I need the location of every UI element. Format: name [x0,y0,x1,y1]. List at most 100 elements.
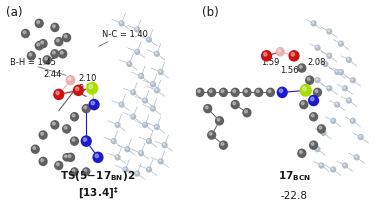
Circle shape [159,71,161,73]
Circle shape [56,92,59,95]
Circle shape [291,53,294,57]
Circle shape [243,109,251,117]
Circle shape [309,96,318,106]
Circle shape [124,168,126,170]
Text: $\bf{[13.4]^{\ddagger}}$: $\bf{[13.4]^{\ddagger}}$ [78,185,118,200]
Circle shape [139,74,143,79]
Circle shape [315,90,318,93]
Circle shape [198,90,200,93]
Circle shape [67,154,74,162]
Circle shape [316,148,318,150]
Circle shape [131,90,136,95]
Circle shape [23,32,26,35]
Circle shape [51,50,59,59]
Circle shape [147,39,149,41]
Circle shape [245,90,247,93]
Circle shape [310,141,318,149]
Circle shape [56,40,59,43]
Circle shape [299,66,302,69]
Circle shape [135,28,140,33]
Text: -22.8: -22.8 [281,190,307,200]
Circle shape [216,117,223,125]
Circle shape [243,89,251,97]
Circle shape [83,138,90,145]
Circle shape [27,53,35,61]
Circle shape [335,103,339,107]
Circle shape [268,90,271,93]
Circle shape [116,124,118,125]
Circle shape [59,50,67,59]
Circle shape [310,98,314,101]
Circle shape [158,159,163,164]
Circle shape [39,40,47,48]
Circle shape [233,90,236,93]
Circle shape [318,125,325,133]
Circle shape [135,171,140,176]
Circle shape [245,110,247,113]
Circle shape [41,133,44,136]
Circle shape [347,59,349,61]
Circle shape [53,123,55,125]
Circle shape [53,52,55,55]
Circle shape [336,71,338,73]
Circle shape [163,144,165,146]
Circle shape [307,78,310,81]
Circle shape [355,156,357,158]
Circle shape [339,70,343,75]
Circle shape [65,155,67,158]
Circle shape [276,48,284,57]
Circle shape [140,152,142,154]
Circle shape [154,52,159,57]
Circle shape [336,103,338,105]
Circle shape [316,47,318,49]
Circle shape [155,53,157,55]
Circle shape [96,155,98,158]
Circle shape [279,90,283,93]
Circle shape [306,77,314,85]
Circle shape [343,163,347,168]
Circle shape [233,102,236,105]
Circle shape [147,38,151,43]
Circle shape [87,83,98,95]
Circle shape [155,126,157,127]
Circle shape [221,143,224,146]
Circle shape [327,54,332,59]
Circle shape [94,154,102,161]
Circle shape [73,86,83,96]
Text: 2.08: 2.08 [308,58,326,67]
Circle shape [151,82,155,87]
Circle shape [331,167,336,172]
Circle shape [37,22,40,24]
Circle shape [319,163,324,168]
Circle shape [209,133,212,136]
Circle shape [123,167,128,172]
Circle shape [350,119,355,124]
Circle shape [298,65,306,73]
Circle shape [312,23,314,24]
Circle shape [331,119,336,124]
Circle shape [315,46,320,51]
Circle shape [359,136,361,138]
Circle shape [39,158,47,166]
Circle shape [63,125,71,133]
Circle shape [208,89,216,97]
Circle shape [89,85,93,89]
Circle shape [311,22,316,27]
Circle shape [143,124,145,125]
Circle shape [196,89,204,97]
Circle shape [115,155,120,160]
Circle shape [140,75,142,77]
Circle shape [66,76,75,85]
Circle shape [328,87,330,89]
Circle shape [51,121,59,129]
Circle shape [139,151,143,156]
Circle shape [319,127,322,129]
Circle shape [84,169,87,172]
Text: (a): (a) [6,6,22,19]
Circle shape [321,131,326,136]
Circle shape [115,123,120,128]
Circle shape [60,52,63,55]
Circle shape [51,24,59,32]
Circle shape [64,127,67,129]
Circle shape [128,63,130,65]
